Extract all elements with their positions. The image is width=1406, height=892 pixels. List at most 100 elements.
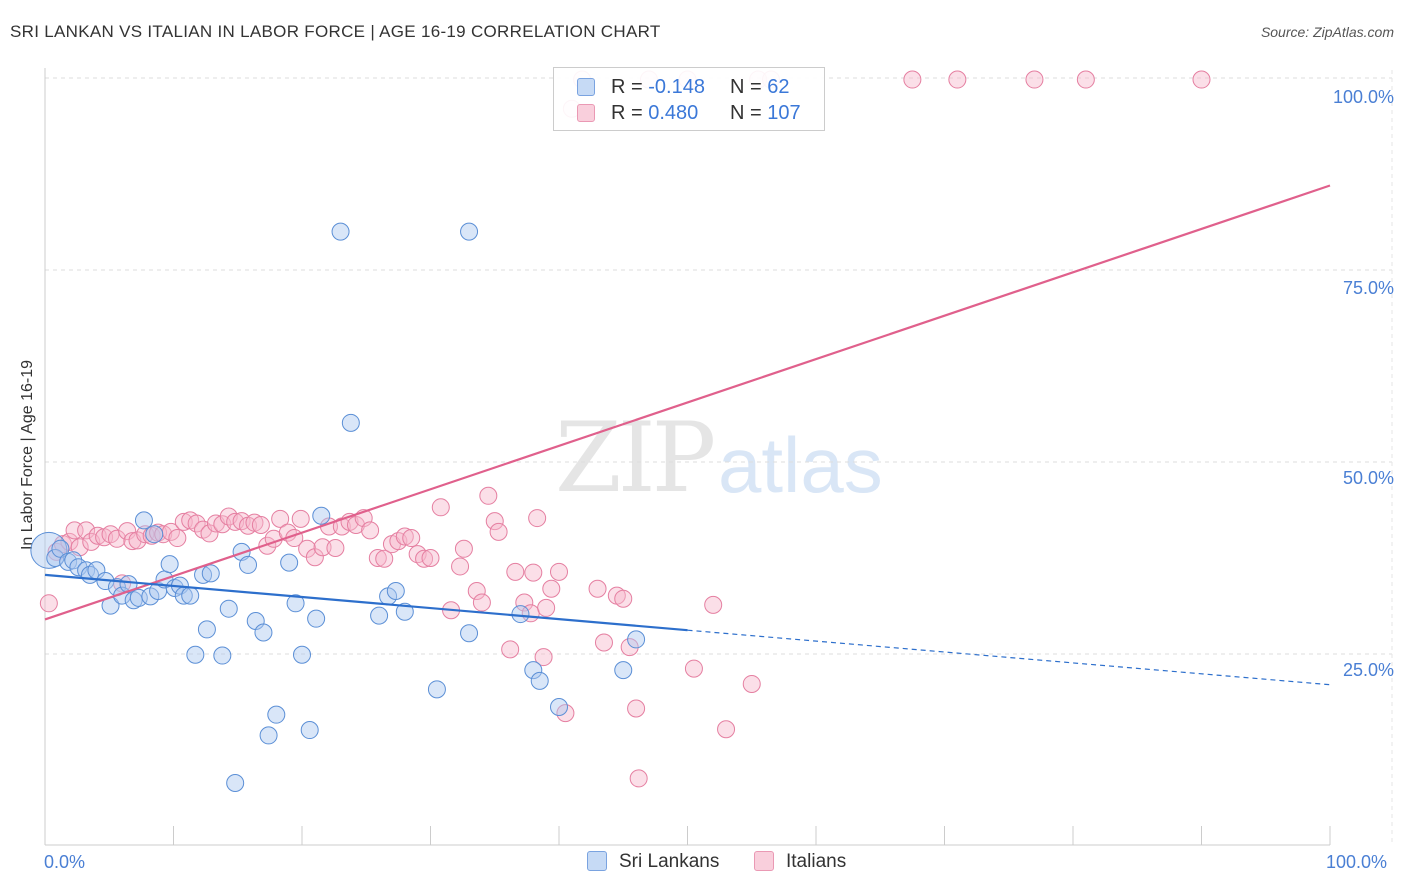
italian-point — [271, 509, 290, 528]
italian-point — [375, 549, 394, 568]
italian-point — [454, 539, 473, 558]
correlation-legend: R = -0.148 N = 62 R = 0.480 N = 107 — [553, 67, 825, 131]
italian-point — [107, 529, 126, 548]
srilankans-legend-label: Sri Lankans — [619, 851, 720, 872]
srilankan-point — [286, 594, 305, 613]
italian-point — [485, 512, 504, 531]
italian-point — [39, 594, 58, 613]
srilankan-point — [181, 586, 200, 605]
italian-point — [479, 486, 498, 505]
srilankan-point — [197, 620, 216, 639]
italian-r: R = 0.480 — [611, 102, 699, 124]
italian-point — [537, 598, 556, 617]
srilankan-point — [370, 606, 389, 625]
italian-point — [515, 593, 534, 612]
italian-point — [742, 674, 761, 693]
italian-point — [542, 579, 561, 598]
srilankan-point — [259, 726, 278, 745]
italian-point — [948, 70, 967, 89]
italian-point — [258, 536, 277, 555]
italian-point — [614, 589, 633, 608]
italian-point — [415, 549, 434, 568]
srilankan-n: N = 62 — [730, 76, 790, 98]
italian-point — [168, 529, 187, 548]
legend-item-srilankans[interactable]: Sri Lankans — [587, 851, 719, 873]
italian-point — [77, 521, 96, 540]
legend-row-italian: R = 0.480 N = 107 — [554, 102, 824, 126]
srilankan-point — [627, 630, 646, 649]
chart-title: SRI LANKAN VS ITALIAN IN LABOR FORCE | A… — [10, 22, 661, 41]
srilankan-point — [129, 588, 148, 607]
srilankan-point — [530, 671, 549, 690]
y-tick-25: 25.0% — [1342, 660, 1394, 680]
srilankan-point — [201, 564, 220, 583]
italian-trend-line — [44, 184, 1331, 621]
srilankan-point — [134, 511, 153, 530]
italian-point — [467, 582, 486, 601]
italian-point — [717, 720, 736, 739]
srilankan-point — [300, 721, 319, 740]
srilankan-point — [307, 609, 326, 628]
watermark-atlas: atlas — [718, 421, 883, 509]
italian-point — [472, 593, 491, 612]
trend-lines — [44, 184, 1331, 686]
italian-point — [903, 70, 922, 89]
y-tick-75: 75.0% — [1342, 278, 1394, 298]
y-tick-100: 100.0% — [1332, 87, 1394, 107]
italian-point — [489, 522, 508, 541]
italian-point — [627, 699, 646, 718]
italian-point — [368, 549, 387, 567]
srilankan-point — [312, 506, 331, 525]
italian-point — [1025, 70, 1044, 89]
italian-point — [528, 509, 547, 528]
legend-item-italians[interactable]: Italians — [754, 851, 846, 873]
srilankan-trend-line — [44, 573, 688, 632]
italian-point — [60, 532, 79, 551]
italian-point — [326, 539, 345, 558]
series-legend: Sri Lankans Italians — [0, 851, 1406, 877]
srilankan-point — [219, 599, 238, 618]
x-tick-0: 0.0% — [44, 852, 86, 872]
italian-point — [629, 769, 648, 788]
srilankan-points — [30, 222, 646, 793]
srilankans-legend-swatch — [587, 851, 607, 871]
italian-point — [506, 562, 525, 581]
srilankan-point — [30, 531, 68, 569]
italian-point — [313, 538, 332, 557]
srilankan-point — [226, 774, 245, 793]
srilankan-point — [460, 624, 479, 643]
italian-point — [402, 529, 421, 548]
italian-point — [550, 562, 568, 581]
italian-point — [588, 579, 607, 598]
srilankan-point — [280, 553, 299, 572]
srilankan-point — [213, 646, 232, 665]
srilankan-point — [293, 645, 311, 664]
axes — [44, 68, 1331, 846]
srilankan-point — [239, 555, 258, 574]
italian-point — [704, 595, 723, 614]
legend-row-srilankan: R = -0.148 N = 62 — [554, 76, 824, 100]
x-tick-100: 100.0% — [1326, 852, 1388, 872]
srilankan-point — [511, 605, 530, 624]
srilankan-point — [460, 222, 479, 241]
italian-point — [684, 659, 703, 678]
srilankan-swatch — [577, 78, 595, 96]
srilankan-point — [524, 661, 543, 680]
italian-point — [361, 521, 380, 540]
italian-point — [534, 648, 553, 667]
italian-point — [395, 527, 414, 546]
italian-point — [501, 640, 520, 659]
italian-point — [431, 498, 450, 517]
srilankan-point — [331, 222, 350, 241]
srilankan-point — [341, 413, 360, 432]
srilankan-point — [614, 661, 633, 680]
italian-point — [346, 515, 365, 534]
italian-point — [291, 509, 310, 528]
srilankan-point — [160, 555, 179, 574]
italian-point — [118, 522, 137, 541]
srilankan-point — [550, 697, 568, 716]
y-tick-50: 50.0% — [1342, 468, 1394, 488]
italian-point — [1076, 70, 1095, 89]
italian-point — [451, 557, 470, 576]
